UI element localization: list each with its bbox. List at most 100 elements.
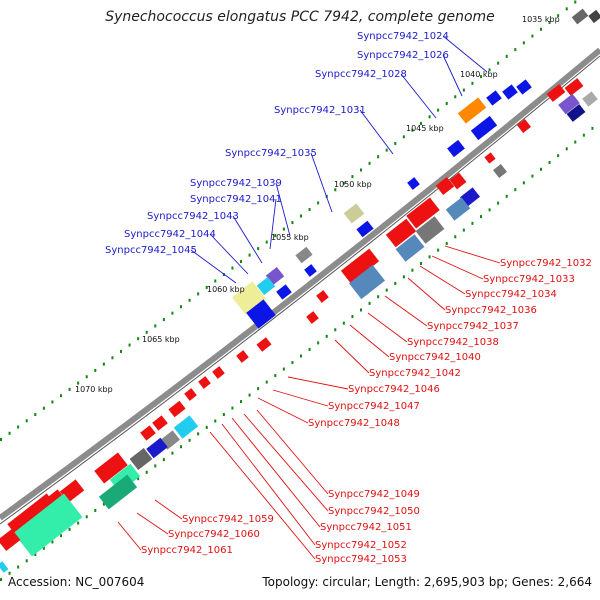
gene-feature bbox=[256, 337, 272, 352]
gc-dot bbox=[205, 285, 208, 289]
gc-dot bbox=[188, 438, 191, 442]
gene-leader-line bbox=[310, 152, 333, 213]
gene-label[interactable]: Synpcc7942_1050 bbox=[328, 506, 420, 517]
gene-label[interactable]: Synpcc7942_1043 bbox=[147, 211, 239, 222]
gc-dot bbox=[60, 534, 62, 538]
gc-dot bbox=[565, 7, 568, 11]
gene-label[interactable]: Synpcc7942_1051 bbox=[320, 522, 412, 533]
gene-label[interactable]: Synpcc7942_1033 bbox=[483, 274, 575, 285]
gene-leader-line bbox=[275, 182, 291, 237]
gene-feature bbox=[295, 246, 313, 264]
gc-dot bbox=[137, 477, 140, 481]
gc-dot bbox=[548, 20, 551, 24]
gene-label[interactable]: Synpcc7942_1052 bbox=[315, 540, 407, 551]
gene-feature bbox=[349, 264, 385, 300]
gene-feature bbox=[415, 216, 445, 244]
gene-feature bbox=[246, 299, 276, 329]
gene-feature bbox=[94, 452, 128, 484]
gc-dot bbox=[377, 295, 380, 299]
gene-feature bbox=[140, 425, 156, 441]
gc-dot bbox=[582, 133, 585, 137]
gene-label[interactable]: Synpcc7942_1036 bbox=[445, 305, 537, 316]
gene-feature bbox=[343, 203, 365, 224]
gene-label[interactable]: Synpcc7942_1040 bbox=[389, 352, 481, 363]
gc-dot bbox=[231, 266, 234, 270]
gc-dot bbox=[342, 181, 345, 185]
gene-label[interactable]: Synpcc7942_1031 bbox=[274, 105, 366, 116]
gene-label[interactable]: Synpcc7942_1041 bbox=[190, 194, 282, 205]
genome-backbone-shadow bbox=[0, 55, 600, 525]
label-leader-lines bbox=[117, 35, 501, 560]
gc-dot bbox=[351, 175, 354, 179]
gene-label[interactable]: Synpcc7942_1047 bbox=[328, 401, 420, 412]
gene-leader-line bbox=[221, 423, 316, 546]
gene-label[interactable]: Synpcc7942_1028 bbox=[315, 69, 407, 80]
gene-feature bbox=[256, 276, 276, 296]
gene-feature bbox=[449, 172, 467, 190]
gene-label[interactable]: Synpcc7942_1038 bbox=[407, 337, 499, 348]
gene-label[interactable]: Synpcc7942_1060 bbox=[168, 529, 260, 540]
kbp-ticks: 1035 kbp 1040 kbp 1045 kbp 1050 kbp 1055 kbp… bbox=[75, 15, 560, 394]
gene-label[interactable]: Synpcc7942_1024 bbox=[357, 31, 449, 42]
gc-dot bbox=[197, 292, 200, 296]
gc-dot bbox=[154, 464, 157, 468]
gc-dot bbox=[51, 400, 54, 404]
gene-label[interactable]: Synpcc7942_1045 bbox=[105, 245, 197, 256]
gene-label[interactable]: Synpcc7942_1037 bbox=[427, 321, 519, 332]
gene-feature bbox=[0, 561, 9, 573]
gc-dot bbox=[265, 380, 268, 384]
gene-leader-line bbox=[359, 109, 394, 155]
gc-dot bbox=[394, 141, 397, 145]
gc-dot bbox=[180, 305, 182, 309]
gc-dot bbox=[548, 160, 551, 164]
gc-dot bbox=[497, 201, 500, 205]
gc-dot bbox=[154, 324, 157, 328]
gene-leader-line bbox=[190, 249, 237, 284]
gene-feature bbox=[231, 281, 267, 315]
gene-feature bbox=[486, 90, 502, 106]
gc-dot bbox=[214, 419, 217, 423]
accession-text: Accession: NC_007604 bbox=[8, 575, 145, 589]
gene-label[interactable]: Synpcc7942_1053 bbox=[315, 554, 407, 565]
gc-dot bbox=[128, 343, 131, 347]
gc-dot-track bbox=[0, 0, 594, 581]
gc-dot bbox=[591, 126, 594, 130]
gc-dot bbox=[111, 356, 114, 360]
gene-feature bbox=[470, 115, 498, 141]
gene-label[interactable]: Synpcc7942_1046 bbox=[348, 384, 440, 395]
gene-feature bbox=[516, 79, 532, 95]
gene-label[interactable]: Synpcc7942_1026 bbox=[357, 50, 449, 61]
gene-label[interactable]: Synpcc7942_1039 bbox=[190, 178, 282, 189]
gc-dot bbox=[265, 240, 268, 244]
gene-label[interactable]: Synpcc7942_1032 bbox=[500, 258, 592, 269]
gc-dot bbox=[317, 341, 320, 345]
gc-dot bbox=[351, 315, 354, 319]
gene-label[interactable]: Synpcc7942_1049 bbox=[328, 489, 420, 500]
gene-label[interactable]: Synpcc7942_1035 bbox=[225, 148, 317, 159]
gene-label[interactable]: Synpcc7942_1044 bbox=[124, 229, 216, 240]
gc-dot bbox=[51, 540, 54, 544]
gc-dot bbox=[360, 168, 362, 172]
gene-label[interactable]: Synpcc7942_1059 bbox=[182, 514, 274, 525]
gc-dot bbox=[394, 281, 397, 285]
gc-dot bbox=[274, 234, 277, 238]
kbp-tick-label: 1050 kbp bbox=[334, 180, 372, 189]
gc-dot bbox=[360, 308, 362, 312]
gc-dot bbox=[488, 68, 491, 72]
gene-leader-line bbox=[232, 215, 263, 264]
gc-dot bbox=[557, 154, 560, 158]
gc-dot bbox=[505, 194, 508, 198]
gc-dot bbox=[480, 215, 482, 219]
gc-dot bbox=[248, 253, 251, 257]
gene-feature bbox=[236, 350, 249, 363]
gene-feature bbox=[13, 493, 83, 557]
gene-label[interactable]: Synpcc7942_1042 bbox=[369, 368, 461, 379]
gene-label[interactable]: Synpcc7942_1034 bbox=[465, 289, 557, 300]
gc-dot bbox=[420, 262, 422, 266]
gene-label[interactable]: Synpcc7942_1048 bbox=[308, 418, 400, 429]
gc-dot bbox=[0, 438, 2, 441]
gc-dot bbox=[257, 387, 260, 391]
gene-label[interactable]: Synpcc7942_1061 bbox=[141, 545, 233, 556]
gc-dot bbox=[308, 347, 311, 351]
gene-feature bbox=[316, 290, 329, 303]
